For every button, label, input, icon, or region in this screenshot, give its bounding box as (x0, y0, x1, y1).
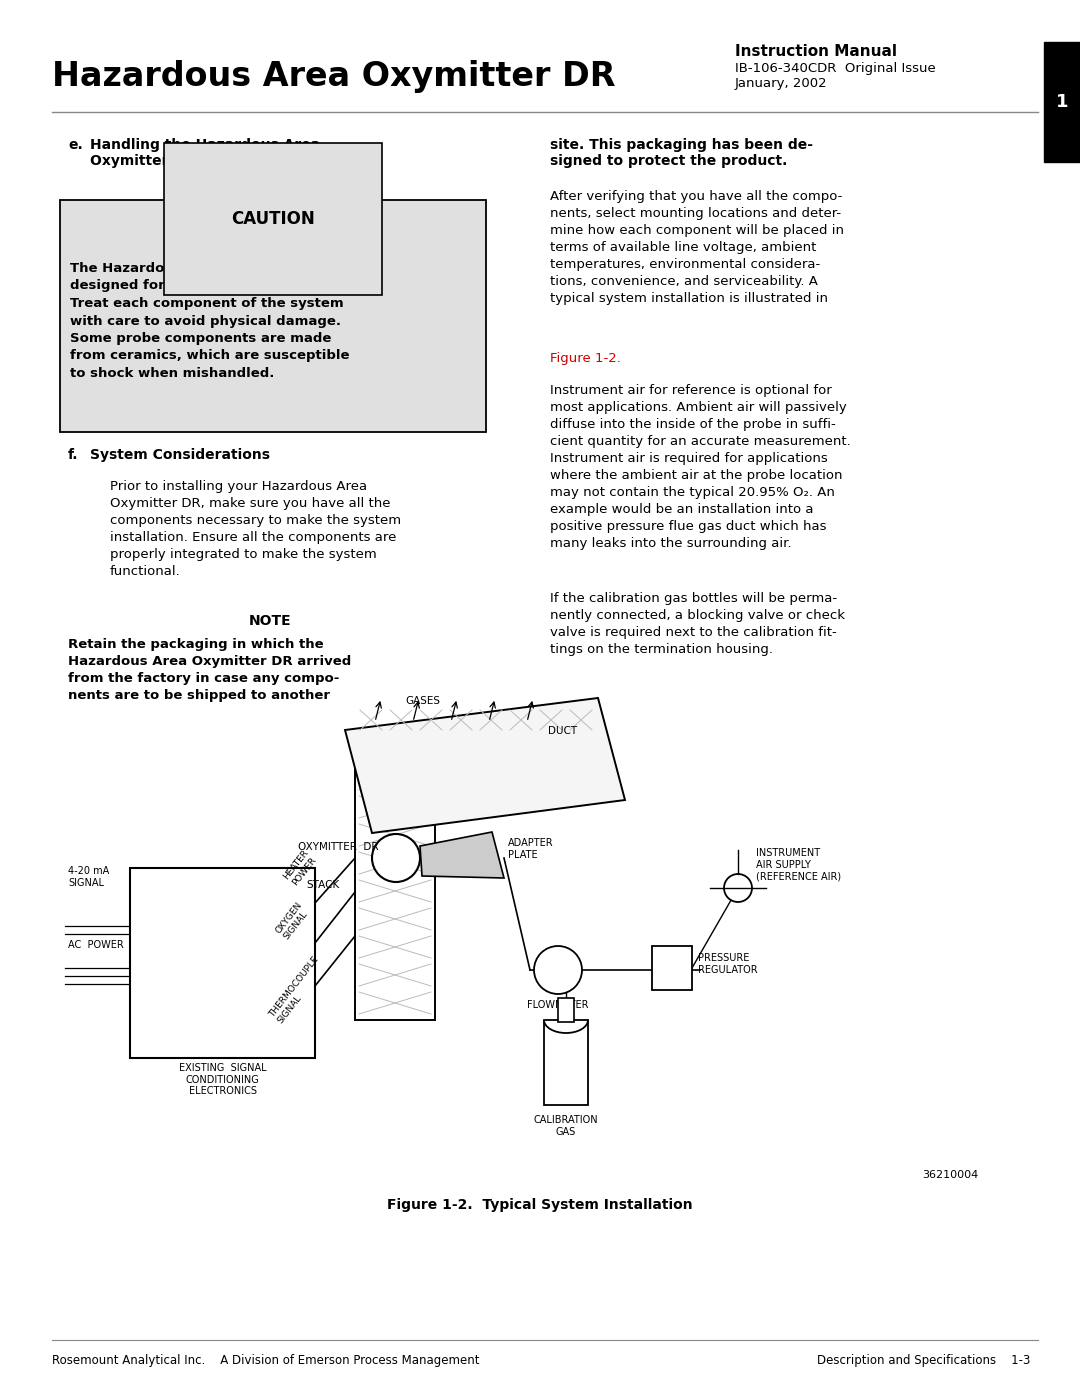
Text: 36210004: 36210004 (921, 1171, 978, 1180)
Text: site. This packaging has been de-
signed to protect the product.: site. This packaging has been de- signed… (550, 138, 813, 168)
Bar (60, 200, 486, 432)
Polygon shape (345, 698, 625, 833)
Text: 1: 1 (1056, 94, 1068, 110)
Text: OXYGEN
SIGNAL: OXYGEN SIGNAL (274, 900, 312, 942)
Text: Figure 1-2.  Typical System Installation: Figure 1-2. Typical System Installation (388, 1199, 692, 1213)
Text: INSTRUMENT
AIR SUPPLY
(REFERENCE AIR): INSTRUMENT AIR SUPPLY (REFERENCE AIR) (756, 848, 841, 882)
Text: OXYMITTER  DR: OXYMITTER DR (298, 842, 378, 852)
Text: FLOWMETER: FLOWMETER (527, 1000, 589, 1010)
Bar (652, 946, 692, 990)
Bar (544, 1020, 588, 1105)
Circle shape (534, 946, 582, 995)
Text: Figure 1-2.: Figure 1-2. (550, 352, 621, 365)
Text: The Hazardous Area Oxymitter DR is
designed for industrial applications.
Treat e: The Hazardous Area Oxymitter DR is desig… (70, 263, 350, 380)
Text: Hazardous Area Oxymitter DR: Hazardous Area Oxymitter DR (52, 60, 616, 94)
Text: 4-20 mA
SIGNAL: 4-20 mA SIGNAL (68, 866, 109, 887)
Text: AC  POWER: AC POWER (68, 940, 124, 950)
Circle shape (372, 834, 420, 882)
Text: Retain the packaging in which the
Hazardous Area Oxymitter DR arrived
from the f: Retain the packaging in which the Hazard… (68, 638, 351, 703)
Text: If the calibration gas bottles will be perma-
nently connected, a blocking valve: If the calibration gas bottles will be p… (550, 592, 845, 657)
Text: THERMOCOUPLE
SIGNAL: THERMOCOUPLE SIGNAL (268, 956, 329, 1025)
Text: Prior to installing your Hazardous Area
Oxymitter DR, make sure you have all the: Prior to installing your Hazardous Area … (110, 481, 401, 578)
Text: HEATER
POWER: HEATER POWER (282, 848, 319, 887)
Circle shape (724, 875, 752, 902)
Bar (355, 731, 435, 1020)
Text: e.: e. (68, 138, 83, 152)
Text: CAUTION: CAUTION (231, 210, 315, 228)
Text: After verifying that you have all the compo-
nents, select mounting locations an: After verifying that you have all the co… (550, 190, 843, 305)
Text: NOTE: NOTE (248, 615, 292, 629)
Polygon shape (420, 833, 504, 877)
Text: EXISTING  SIGNAL
CONDITIONING
ELECTRONICS: EXISTING SIGNAL CONDITIONING ELECTRONICS (178, 1063, 267, 1097)
Text: Description and Specifications    1-3: Description and Specifications 1-3 (816, 1354, 1030, 1368)
Text: Instruction Manual: Instruction Manual (735, 43, 897, 59)
Text: IB-106-340CDR  Original Issue
January, 2002: IB-106-340CDR Original Issue January, 20… (735, 61, 935, 89)
Text: ADAPTER
PLATE: ADAPTER PLATE (508, 838, 554, 859)
Text: DUCT: DUCT (548, 726, 577, 736)
Text: Rosemount Analytical Inc.    A Division of Emerson Process Management: Rosemount Analytical Inc. A Division of … (52, 1354, 480, 1368)
Bar (558, 997, 573, 1023)
Text: System Considerations: System Considerations (90, 448, 270, 462)
Text: GASES: GASES (405, 696, 440, 705)
Text: STACK: STACK (307, 880, 340, 890)
Text: PRESSURE
REGULATOR: PRESSURE REGULATOR (698, 953, 758, 975)
Bar (1044, 42, 1080, 162)
Text: Handling the Hazardous Area
Oxymitter DR: Handling the Hazardous Area Oxymitter DR (90, 138, 321, 168)
Bar (130, 868, 315, 1058)
Text: Instrument air for reference is optional for
most applications. Ambient air will: Instrument air for reference is optional… (550, 384, 851, 550)
Text: f.: f. (68, 448, 79, 462)
Text: CALIBRATION
GAS: CALIBRATION GAS (534, 1115, 598, 1137)
